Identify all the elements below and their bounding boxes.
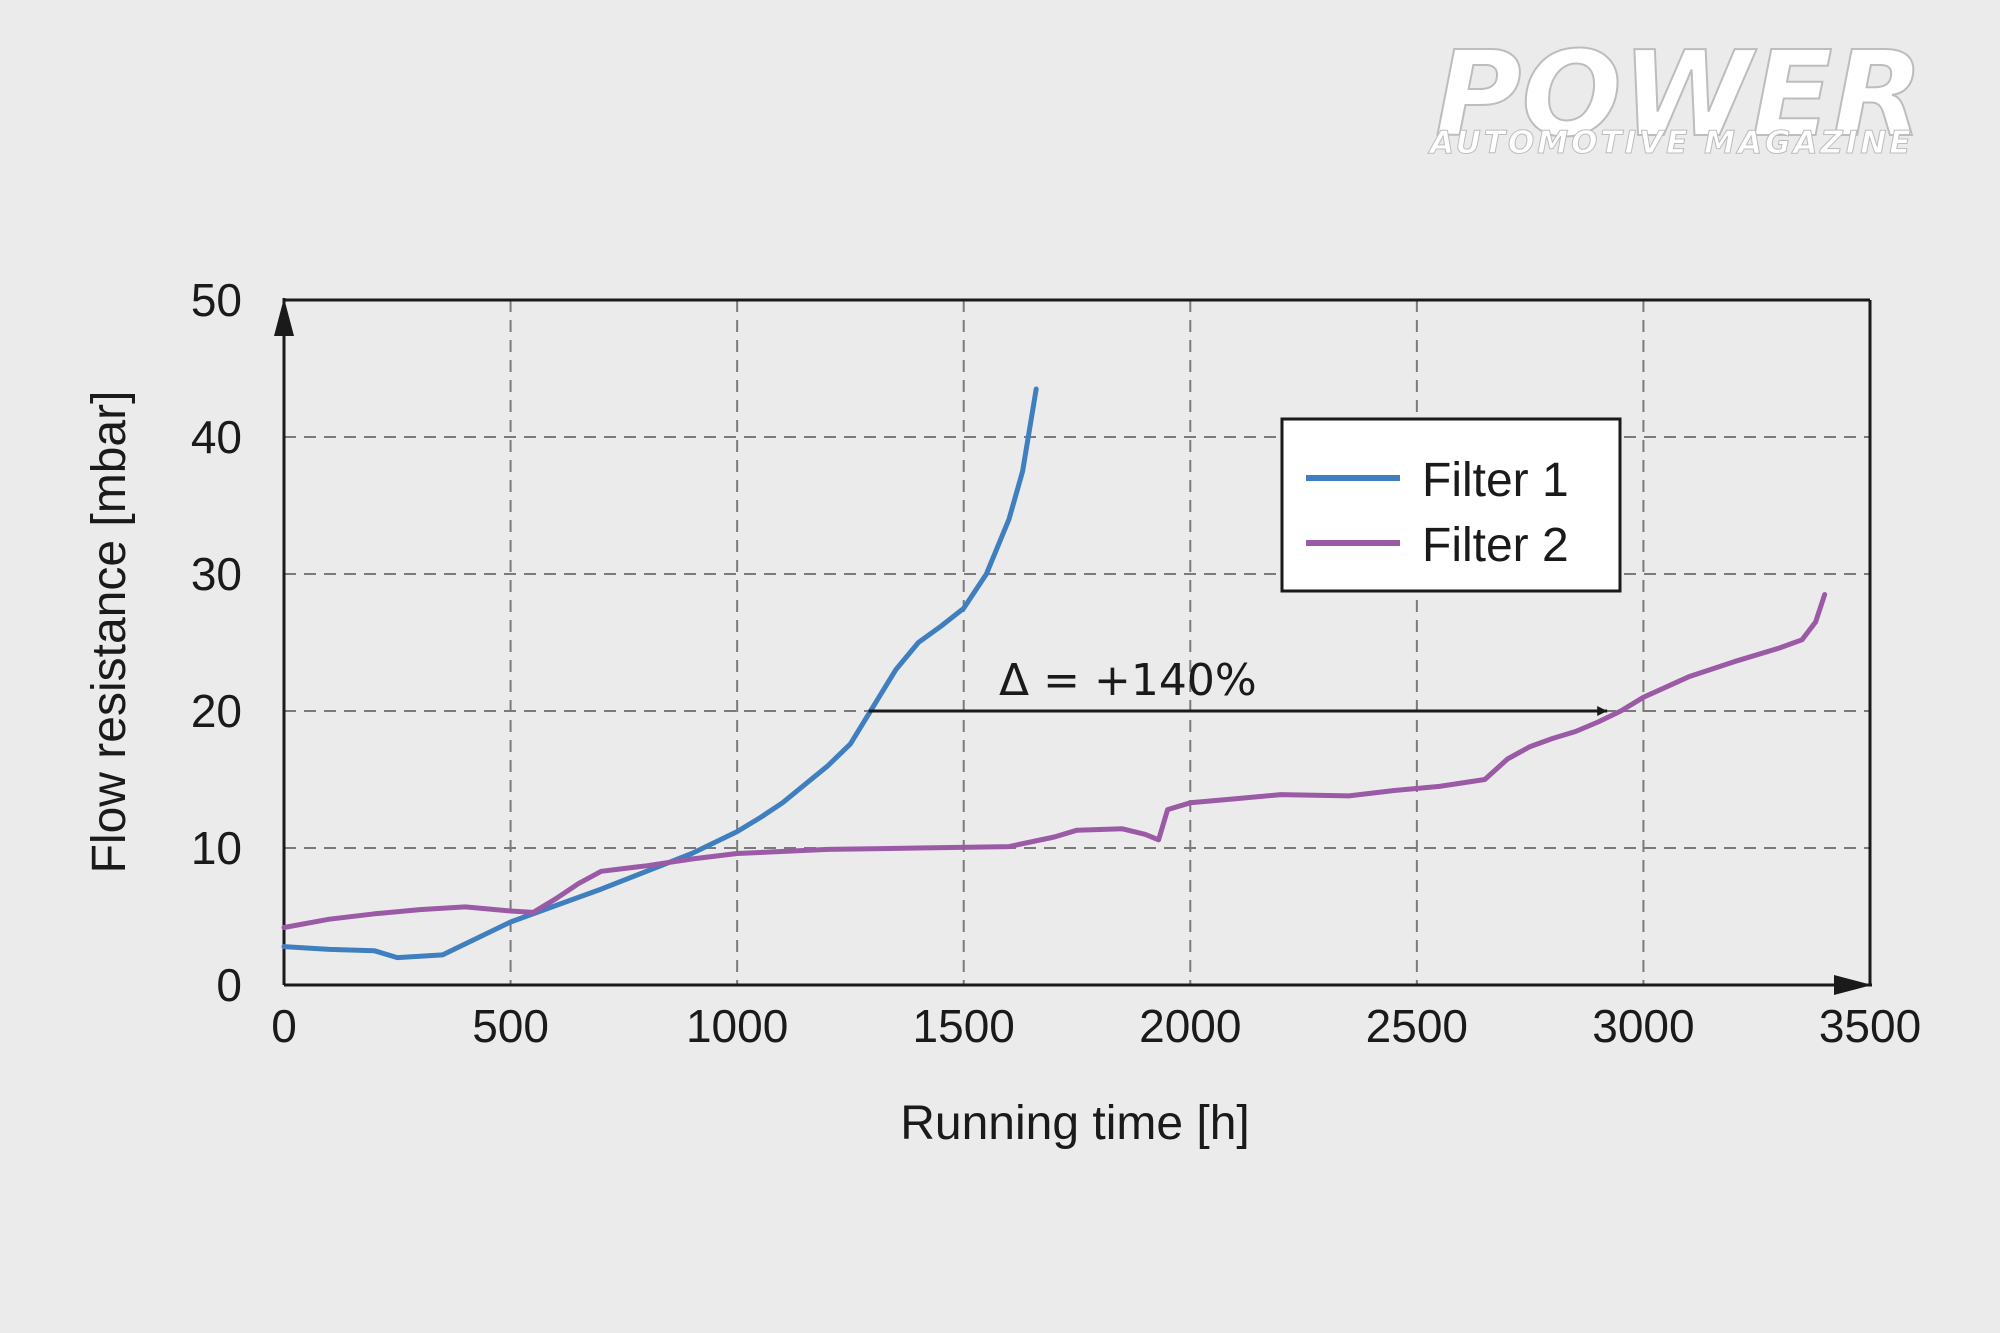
x-axis-arrowhead — [1834, 975, 1872, 995]
x-axis-title: Running time [h] — [900, 1097, 1250, 1150]
y-tick-label-20: 20 — [191, 685, 242, 737]
y-tick-label-40: 40 — [191, 411, 242, 463]
y-tick-label-10: 10 — [191, 822, 242, 874]
series-line-filter-2 — [281, 592, 1828, 930]
logo-title: POWER — [1435, 25, 1923, 163]
x-tick-label-2000: 2000 — [1139, 1000, 1241, 1052]
chart-tick-labels: 0 500 1000 1500 2000 2500 3000 3500 0 10 20 30 40 50 — [191, 274, 1921, 1052]
x-tick-label-3000: 3000 — [1592, 1000, 1694, 1052]
chart-series — [281, 386, 1828, 961]
x-tick-label-1000: 1000 — [686, 1000, 788, 1052]
chart-legend: Filter 1 Filter 2 — [1280, 417, 1622, 593]
y-axis-title: Flow resistance [mbar] — [83, 391, 136, 874]
y-tick-label-50: 50 — [191, 274, 242, 326]
legend-box — [1280, 417, 1622, 593]
power-magazine-logo: POWER AUTOMOTIVE MAGAZINE — [1427, 24, 1925, 164]
delta-label: Δ = +140% — [999, 655, 1257, 706]
x-tick-label-0: 0 — [271, 1000, 297, 1052]
chart-axes — [274, 298, 1872, 995]
delta-annotation: Δ = +140% — [868, 655, 1608, 716]
x-tick-label-3500: 3500 — [1819, 1000, 1921, 1052]
y-tick-label-0: 0 — [216, 959, 242, 1011]
y-tick-label-30: 30 — [191, 548, 242, 600]
x-tick-label-500: 500 — [472, 1000, 549, 1052]
x-tick-label-1500: 1500 — [913, 1000, 1015, 1052]
series-line-filter-1 — [281, 386, 1039, 961]
logo-subtitle: AUTOMOTIVE MAGAZINE — [1427, 125, 1914, 161]
x-tick-label-2500: 2500 — [1366, 1000, 1468, 1052]
chart-grid — [284, 300, 1870, 985]
y-axis-arrowhead — [274, 298, 294, 336]
legend-label-filter-2: Filter 2 — [1422, 519, 1569, 572]
legend-label-filter-1: Filter 1 — [1422, 454, 1569, 507]
